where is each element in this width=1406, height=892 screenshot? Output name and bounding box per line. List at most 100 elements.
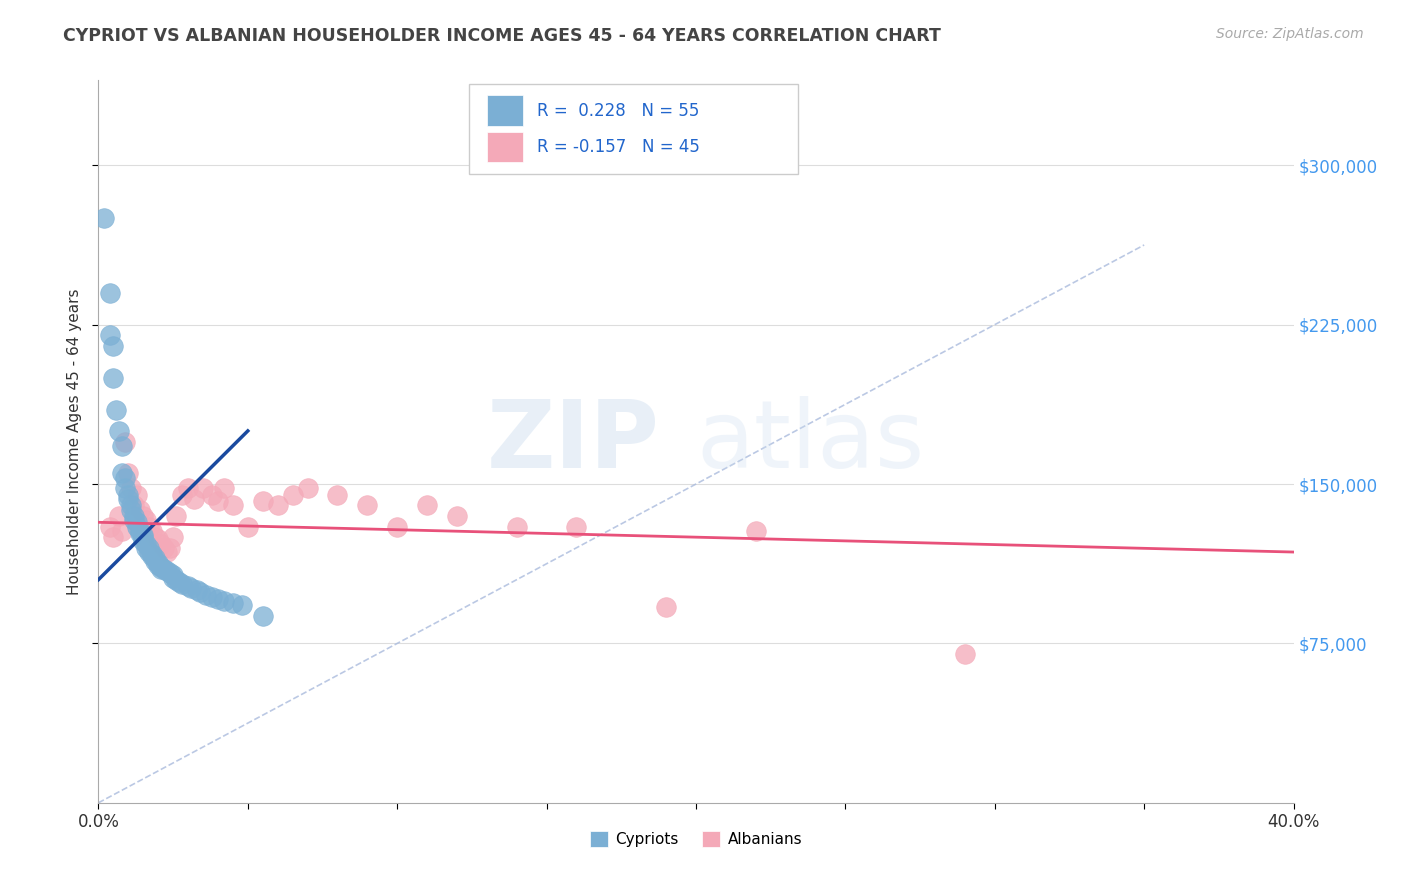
Text: ZIP: ZIP — [488, 395, 661, 488]
Point — [143, 553, 166, 567]
Point — [114, 481, 136, 495]
Text: Source: ZipAtlas.com: Source: ZipAtlas.com — [1216, 27, 1364, 41]
Point — [356, 498, 378, 512]
Point — [143, 551, 166, 566]
Point — [141, 524, 163, 538]
Point — [138, 545, 160, 559]
Point — [141, 547, 163, 561]
Point — [416, 498, 439, 512]
Text: R = -0.157   N = 45: R = -0.157 N = 45 — [537, 137, 700, 156]
Text: R =  0.228   N = 55: R = 0.228 N = 55 — [537, 102, 699, 120]
Point — [93, 211, 115, 226]
Point — [201, 590, 224, 604]
Point — [565, 519, 588, 533]
Point — [117, 467, 139, 481]
FancyBboxPatch shape — [470, 84, 797, 174]
Point — [138, 541, 160, 555]
Point — [167, 574, 190, 589]
Point — [129, 525, 152, 540]
Point — [177, 579, 200, 593]
Point — [120, 502, 142, 516]
Legend: Cypriots, Albanians: Cypriots, Albanians — [583, 825, 808, 853]
Bar — [486, 132, 523, 162]
Point — [236, 519, 259, 533]
Point — [143, 530, 166, 544]
Point — [114, 434, 136, 449]
Point — [745, 524, 768, 538]
Point — [124, 508, 146, 523]
Point — [111, 467, 134, 481]
Point — [180, 581, 202, 595]
Point — [159, 541, 181, 555]
Point — [222, 498, 245, 512]
Point — [326, 488, 349, 502]
Point — [222, 596, 245, 610]
Point — [135, 541, 157, 555]
Point — [156, 564, 179, 578]
Point — [111, 524, 134, 538]
Point — [124, 513, 146, 527]
Point — [212, 594, 235, 608]
Point — [120, 481, 142, 495]
Point — [150, 562, 173, 576]
Bar — [486, 95, 523, 126]
Point — [103, 530, 125, 544]
Point — [127, 519, 149, 533]
Point — [162, 530, 184, 544]
Point — [148, 533, 170, 547]
Point — [98, 285, 122, 300]
Point — [135, 513, 157, 527]
Point — [98, 519, 122, 533]
Point — [159, 566, 181, 581]
Point — [267, 498, 290, 512]
Point — [281, 488, 304, 502]
Point — [105, 402, 128, 417]
Point — [506, 519, 529, 533]
Point — [297, 481, 319, 495]
Point — [148, 558, 170, 572]
Point — [165, 573, 187, 587]
Point — [195, 588, 218, 602]
Point — [446, 508, 468, 523]
Text: CYPRIOT VS ALBANIAN HOUSEHOLDER INCOME AGES 45 - 64 YEARS CORRELATION CHART: CYPRIOT VS ALBANIAN HOUSEHOLDER INCOME A… — [63, 27, 941, 45]
Point — [207, 591, 229, 606]
Text: atlas: atlas — [696, 395, 924, 488]
Point — [127, 516, 149, 530]
Point — [150, 560, 173, 574]
Point — [191, 481, 214, 495]
Point — [153, 562, 176, 576]
Point — [135, 536, 157, 550]
Point — [385, 519, 409, 533]
Point — [108, 424, 131, 438]
Point — [129, 502, 152, 516]
Point — [132, 534, 155, 549]
Point — [655, 600, 678, 615]
Point — [103, 371, 125, 385]
Point — [252, 608, 274, 623]
Point — [177, 481, 200, 495]
Point — [172, 488, 194, 502]
Point — [98, 328, 122, 343]
Point — [183, 491, 205, 506]
Point — [111, 439, 134, 453]
Point — [108, 508, 131, 523]
Point — [953, 647, 976, 661]
Point — [132, 530, 155, 544]
Point — [153, 541, 176, 555]
Point — [212, 481, 235, 495]
Point — [162, 568, 184, 582]
Point — [132, 528, 155, 542]
Point — [186, 583, 208, 598]
Point — [201, 488, 224, 502]
Point — [207, 494, 229, 508]
Point — [172, 577, 194, 591]
Point — [141, 549, 163, 564]
Point — [117, 491, 139, 506]
Point — [129, 524, 152, 538]
Point — [103, 339, 125, 353]
Point — [127, 488, 149, 502]
Point — [252, 494, 274, 508]
Point — [138, 519, 160, 533]
Point — [231, 598, 253, 612]
Point — [162, 570, 184, 584]
